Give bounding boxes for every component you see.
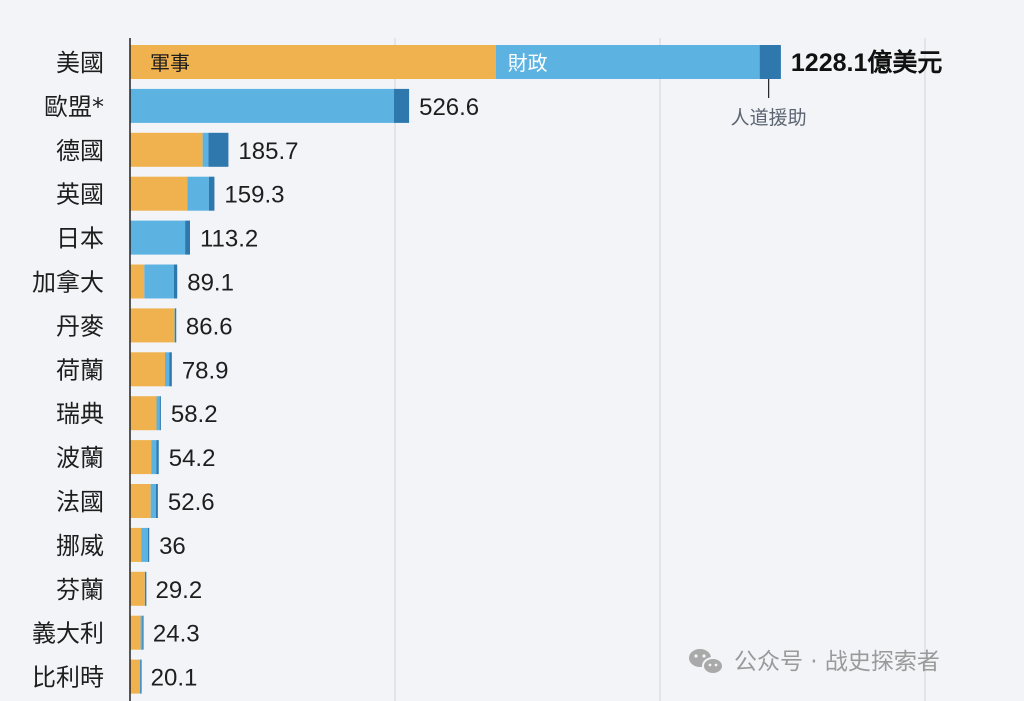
value-label: 36 xyxy=(159,533,186,560)
country-label: 美國 xyxy=(56,49,104,77)
country-label: 波蘭 xyxy=(56,444,104,472)
bar-segment-military xyxy=(130,308,175,343)
watermark-text: 公众号 · 战史探索者 xyxy=(734,649,940,675)
bar-segment-humanitarian xyxy=(148,527,150,562)
humanitarian-series-label: 人道援助 xyxy=(731,107,807,129)
bar-segment-humanitarian xyxy=(145,571,147,606)
bar-segment-humanitarian xyxy=(159,396,161,431)
financial-series-label: 財政 xyxy=(508,51,548,75)
country-label: 英國 xyxy=(56,181,104,209)
bar-segment-humanitarian xyxy=(173,264,178,299)
country-label: 日本 xyxy=(56,225,104,253)
bar-segment-financial xyxy=(156,396,160,431)
value-label: 1228.1億美元 xyxy=(791,48,942,77)
bar-segment-military xyxy=(130,264,145,299)
bar-segment-financial xyxy=(144,264,174,299)
value-label: 159.3 xyxy=(224,182,284,209)
military-series-label: 軍事 xyxy=(150,51,190,75)
bar-segment-financial xyxy=(151,440,157,475)
country-label: 歐盟* xyxy=(44,93,104,121)
bars-group xyxy=(130,45,781,694)
bar-segment-humanitarian xyxy=(169,352,172,387)
bar-segment-financial xyxy=(130,220,186,255)
value-label: 185.7 xyxy=(238,138,298,165)
bar-segment-humanitarian xyxy=(393,88,410,123)
bar-segment-humanitarian xyxy=(175,308,177,343)
country-label: 芬蘭 xyxy=(56,576,104,604)
bar-segment-military xyxy=(130,440,152,475)
bar-segment-military xyxy=(130,527,142,562)
bar-segment-financial xyxy=(164,352,170,387)
value-label: 29.2 xyxy=(155,577,202,604)
value-label: 54.2 xyxy=(169,445,216,472)
bar-segment-military xyxy=(130,45,496,79)
country-label: 比利時 xyxy=(32,664,104,692)
bar-segment-financial xyxy=(495,45,760,79)
bar-segment-military xyxy=(130,352,165,387)
bar-segment-military xyxy=(130,176,188,211)
bar-segment-financial xyxy=(141,527,149,562)
country-label: 丹麥 xyxy=(56,312,104,340)
bar-segment-humanitarian xyxy=(208,132,229,167)
bar-segment-financial xyxy=(202,132,209,167)
bar-segment-financial xyxy=(140,615,143,650)
watermark: 公众号 · 战史探索者 xyxy=(689,649,940,675)
bar-segment-humanitarian xyxy=(185,220,190,255)
value-label: 78.9 xyxy=(182,357,229,384)
bar-segment-military xyxy=(130,396,157,431)
country-label: 義大利 xyxy=(32,620,104,648)
bar-segment-financial xyxy=(150,484,156,518)
country-label: 法國 xyxy=(56,488,104,516)
bar-segment-humanitarian xyxy=(140,659,142,694)
value-label: 113.2 xyxy=(200,226,258,253)
wechat-icon xyxy=(689,649,724,675)
bar-segment-humanitarian xyxy=(208,176,215,211)
bar-segment-humanitarian xyxy=(759,45,781,79)
value-label: 89.1 xyxy=(187,270,234,297)
bar-segment-military xyxy=(130,571,145,606)
value-label: 52.6 xyxy=(168,489,215,516)
bar-segment-humanitarian xyxy=(156,440,159,475)
country-label: 加拿大 xyxy=(32,269,104,297)
bar-segment-military xyxy=(130,484,151,518)
value-label: 24.3 xyxy=(153,621,200,648)
bar-segment-humanitarian xyxy=(142,615,144,650)
bar-segment-military xyxy=(130,659,141,694)
country-label: 德國 xyxy=(56,137,104,165)
value-label: 86.6 xyxy=(186,313,233,340)
gridlines xyxy=(394,38,926,701)
country-label: 瑞典 xyxy=(56,400,104,428)
country-label: 挪威 xyxy=(56,532,104,560)
bar-segment-military xyxy=(130,132,203,167)
bar-segment-financial xyxy=(187,176,209,211)
bar-segment-financial xyxy=(130,88,394,123)
value-label: 20.1 xyxy=(151,665,198,692)
bar-segment-military xyxy=(130,615,141,650)
bar-segment-humanitarian xyxy=(155,484,158,518)
country-label: 荷蘭 xyxy=(56,356,104,384)
value-label: 526.6 xyxy=(419,94,479,121)
value-label: 58.2 xyxy=(171,401,218,428)
